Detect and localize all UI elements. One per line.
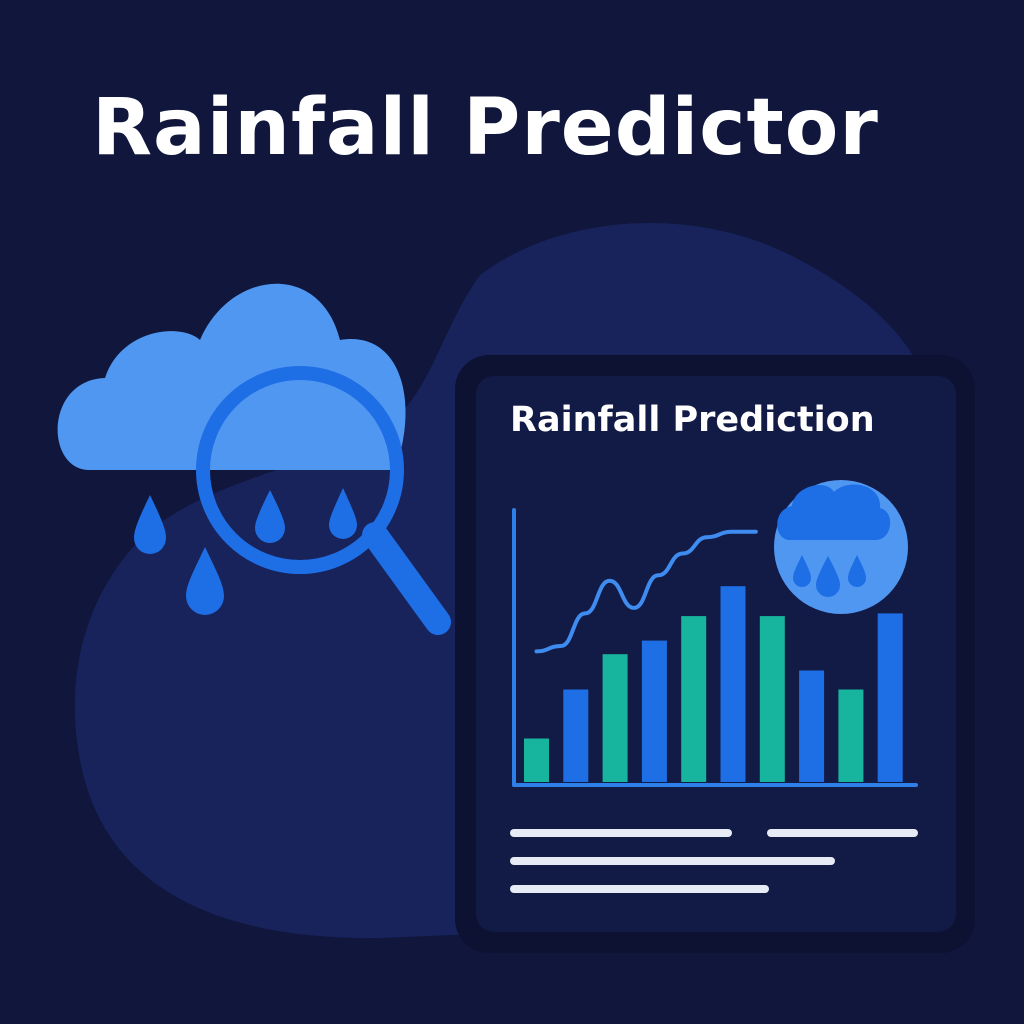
raindrop-icon — [816, 556, 840, 597]
magnifier-handle — [362, 522, 451, 635]
chart-bar — [641, 640, 667, 782]
chart-bar — [759, 616, 785, 782]
chart-bar — [838, 689, 864, 782]
prediction-card — [455, 355, 975, 953]
raindrop-icon — [793, 555, 811, 587]
chart-bar — [524, 738, 549, 782]
raindrop-icon — [848, 555, 866, 587]
card-title: Rainfall Prediction — [510, 400, 875, 440]
chart-bar — [799, 670, 825, 782]
text-placeholder-lines — [510, 829, 918, 893]
rain-cloud-icon — [777, 484, 891, 540]
raindrop-icon — [329, 488, 357, 539]
rainfall-chart — [512, 508, 918, 787]
chart-bar — [563, 689, 589, 782]
chart-bar — [681, 616, 707, 782]
chart-bar — [720, 586, 746, 782]
raindrop-icon — [255, 490, 285, 543]
cloud-icon — [57, 283, 406, 470]
chart-bar — [602, 654, 628, 782]
chart-bar — [877, 613, 903, 782]
hero-illustration — [57, 283, 451, 635]
trend-line — [534, 529, 758, 654]
bar-series — [524, 586, 903, 782]
raindrop-icon — [186, 547, 224, 615]
magnifier-icon — [196, 366, 404, 574]
rain-badge — [774, 480, 908, 614]
raindrop-icon — [134, 495, 166, 554]
page-title: Rainfall Predictor — [92, 83, 879, 173]
